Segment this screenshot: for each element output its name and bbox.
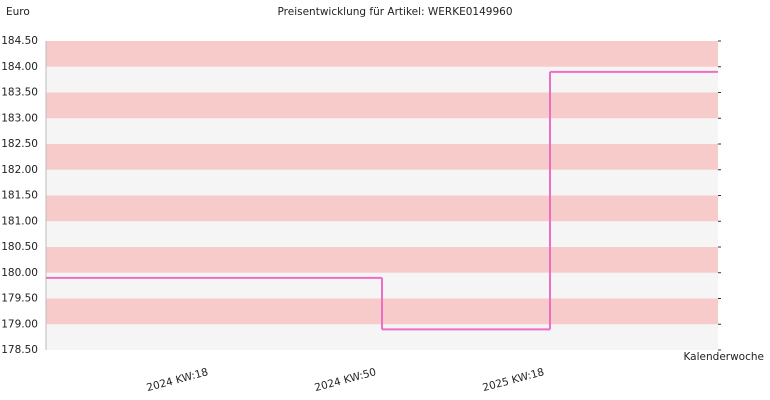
grid-band bbox=[46, 118, 718, 144]
grid-band bbox=[46, 41, 718, 67]
y-tick-label: 178.50 bbox=[1, 344, 38, 356]
y-tick-label: 181.00 bbox=[1, 215, 38, 227]
grid-band bbox=[46, 169, 718, 196]
y-tick-label: 183.00 bbox=[1, 112, 38, 124]
y-tick-label: 181.50 bbox=[1, 190, 38, 202]
y-tick-label: 184.50 bbox=[1, 35, 38, 47]
y-axis-label: Euro bbox=[6, 6, 30, 18]
x-tick-label: 2024 KW:18 bbox=[145, 366, 209, 394]
y-tick-label: 180.50 bbox=[1, 241, 38, 253]
y-tick-label: 182.00 bbox=[1, 164, 38, 176]
grid-band bbox=[46, 66, 718, 93]
y-tick-label: 184.00 bbox=[1, 61, 38, 73]
grid-band bbox=[46, 195, 718, 222]
y-tick-label: 179.50 bbox=[1, 293, 38, 305]
x-tick-label: 2025 KW:18 bbox=[481, 366, 545, 394]
grid-band bbox=[46, 92, 718, 119]
grid-band bbox=[46, 221, 718, 247]
chart-title: Preisentwicklung für Artikel: WERKE01499… bbox=[278, 6, 513, 18]
y-tick-label: 182.50 bbox=[1, 138, 38, 150]
x-tick-label: 2024 KW:50 bbox=[313, 366, 377, 394]
grid-band bbox=[46, 247, 718, 273]
grid-band bbox=[46, 144, 718, 170]
y-tick-label: 179.00 bbox=[1, 318, 38, 330]
y-tick-label: 180.00 bbox=[1, 267, 38, 279]
x-axis-label: Kalenderwoche bbox=[683, 351, 764, 363]
y-tick-label: 183.50 bbox=[1, 87, 38, 99]
